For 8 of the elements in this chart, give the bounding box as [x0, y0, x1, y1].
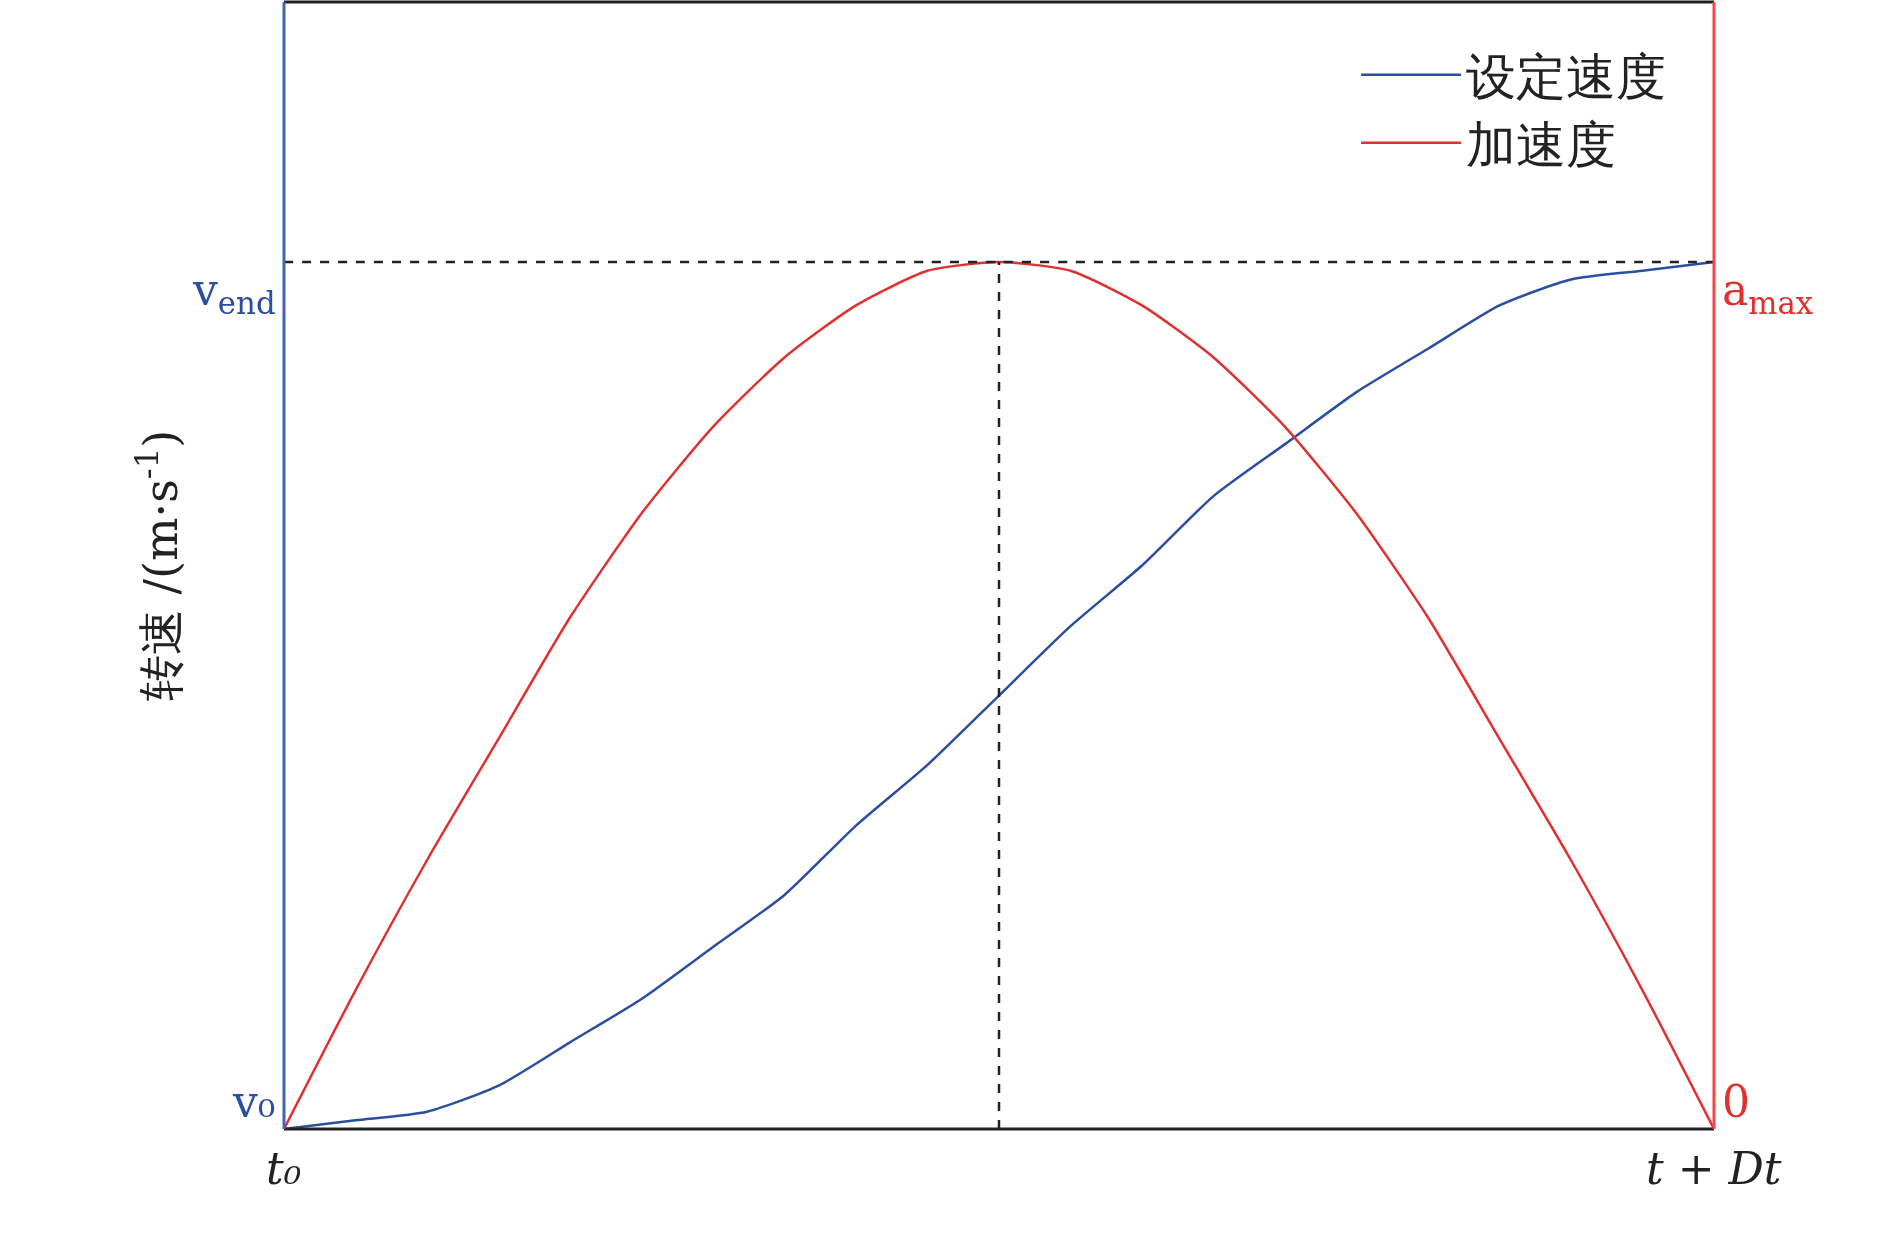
text: t₀	[266, 1143, 302, 1194]
text: v₀	[232, 1076, 276, 1127]
text: a$_{max}$	[1722, 264, 1814, 322]
legend-label: 加速度	[1466, 116, 1617, 175]
text: v$_{end}$	[192, 264, 276, 322]
text: t + Dt	[1646, 1143, 1782, 1194]
text: 0	[1722, 1076, 1750, 1127]
legend-label: 设定速度	[1466, 48, 1667, 107]
